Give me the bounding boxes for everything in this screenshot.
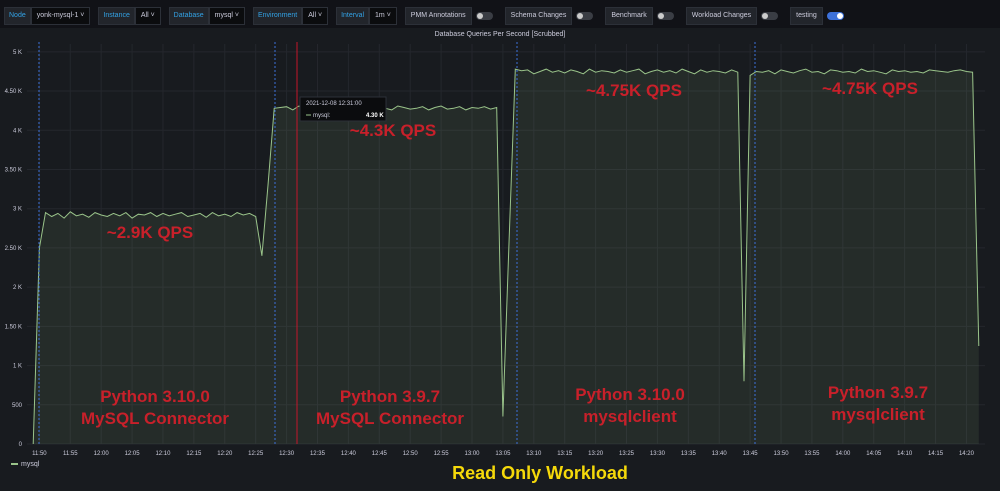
x-tick-label: 14:10 — [897, 451, 913, 457]
x-tick-label: 12:30 — [279, 451, 295, 457]
x-tick-label: 13:05 — [495, 451, 511, 457]
toggle-switch[interactable] — [656, 12, 674, 20]
variable-dropdown[interactable]: All ˅ — [302, 7, 329, 25]
tooltip — [299, 96, 387, 122]
variable-dropdown[interactable]: mysql ˅ — [208, 7, 245, 25]
chart-title: Database Queries Per Second [Scrubbed] — [435, 31, 566, 38]
x-tick-label: 14:05 — [866, 451, 882, 457]
x-tick-label: 13:55 — [804, 451, 820, 457]
annotation: ~4.3K QPS — [350, 121, 436, 140]
toggle-label: Workload Changes — [685, 7, 758, 25]
y-tick-label: 500 — [12, 403, 23, 409]
y-tick-label: 2.50 K — [5, 246, 22, 252]
area-fill — [33, 69, 979, 444]
variable-label: Database — [168, 7, 209, 25]
x-tick-label: 13:30 — [650, 451, 666, 457]
variable-dropdown[interactable]: 1m ˅ — [369, 7, 397, 25]
y-tick-label: 3.50 K — [5, 167, 22, 173]
x-tick-label: 13:50 — [774, 451, 790, 457]
tooltip-time: 2021-12-08 12:31:00 — [306, 101, 362, 107]
tooltip-value: 4.30 K — [366, 113, 384, 119]
x-tick-label: 12:55 — [434, 451, 450, 457]
phase-label: mysqlclient — [831, 405, 925, 424]
y-tick-label: 4.50 K — [5, 89, 22, 95]
annotation: ~2.9K QPS — [107, 223, 193, 242]
variable-label: Instance — [98, 7, 135, 25]
toggle-switch[interactable] — [826, 12, 844, 20]
x-tick-label: 12:05 — [125, 451, 141, 457]
x-tick-label: 12:40 — [341, 451, 357, 457]
toggle-label: Benchmark — [605, 7, 653, 25]
x-tick-label: 14:20 — [959, 451, 975, 457]
toggle-label: PMM Annotations — [404, 7, 472, 25]
toggle-label: Schema Changes — [504, 7, 573, 25]
y-tick-label: 1 K — [13, 364, 22, 370]
x-tick-label: 13:25 — [619, 451, 635, 457]
phase-label: Python 3.10.0 — [575, 385, 685, 404]
y-tick-label: 5 K — [13, 50, 22, 56]
y-tick-label: 1.50 K — [5, 324, 22, 330]
x-tick-label: 14:15 — [928, 451, 944, 457]
x-tick-label: 12:20 — [217, 451, 233, 457]
x-tick-label: 13:20 — [588, 451, 604, 457]
x-tick-label: 13:00 — [464, 451, 480, 457]
annotation: ~4.75K QPS — [822, 79, 918, 98]
legend-label: mysql — [21, 461, 40, 468]
line — [32, 68, 980, 445]
annotation: ~4.75K QPS — [586, 81, 682, 100]
y-tick-label: 0 — [19, 442, 23, 448]
variable-label: Interval — [336, 7, 370, 25]
toolbar: Node yonk-mysql-1 ˅ Instance All ˅ Database m… — [4, 7, 856, 25]
toggle-label: testing — [790, 7, 823, 25]
phase-label: Python 3.9.7 — [828, 383, 928, 402]
phase-label: Python 3.9.7 — [340, 387, 440, 406]
x-tick-label: 13:10 — [526, 451, 542, 457]
caption: Read Only Workload — [452, 463, 628, 483]
x-tick-label: 14:00 — [835, 451, 851, 457]
x-tick-label: 12:50 — [403, 451, 419, 457]
variable-dropdown[interactable]: All ˅ — [134, 7, 161, 25]
x-tick-label: 12:00 — [94, 451, 110, 457]
phase-label: MySQL Connector — [316, 409, 464, 428]
tooltip-series: mysql: — [313, 113, 331, 119]
toggle-switch[interactable] — [761, 12, 779, 20]
x-tick-label: 12:15 — [186, 451, 202, 457]
phase-label: MySQL Connector — [81, 409, 229, 428]
phase-label: Python 3.10.0 — [100, 387, 210, 406]
x-tick-label: 12:25 — [248, 451, 264, 457]
y-tick-label: 2 K — [13, 285, 22, 291]
x-tick-label: 11:50 — [32, 451, 47, 457]
x-tick-label: 13:35 — [681, 451, 697, 457]
phase-label: mysqlclient — [583, 407, 677, 426]
x-tick-label: 12:45 — [372, 451, 388, 457]
x-tick-label: 13:40 — [712, 451, 728, 457]
x-tick-label: 13:15 — [557, 451, 573, 457]
variable-dropdown[interactable]: yonk-mysql-1 ˅ — [30, 7, 91, 25]
x-tick-label: 12:35 — [310, 451, 326, 457]
x-tick-label: 13:45 — [743, 451, 759, 457]
y-tick-label: 3 K — [13, 207, 22, 213]
x-tick-label: 11:55 — [63, 451, 78, 457]
variable-label: Environment — [252, 7, 303, 25]
toggle-switch[interactable] — [576, 12, 594, 20]
y-tick-label: 4 K — [13, 128, 22, 134]
toggle-switch[interactable] — [475, 12, 493, 20]
x-tick-label: 12:10 — [155, 451, 171, 457]
variable-label: Node — [4, 7, 31, 25]
